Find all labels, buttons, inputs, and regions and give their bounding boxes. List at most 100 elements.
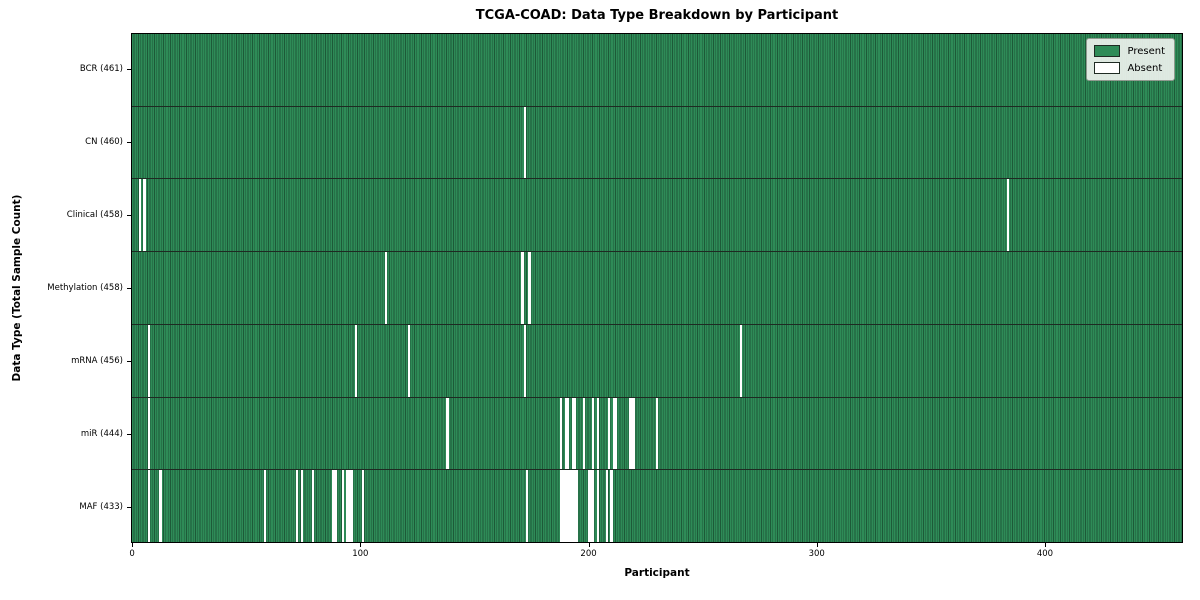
- absent-stripe: [521, 252, 524, 324]
- absent-stripe: [576, 470, 579, 543]
- absent-stripe: [138, 179, 142, 252]
- absent-stripe: [573, 397, 577, 470]
- absent-stripe: [587, 470, 590, 543]
- absent-stripe: [355, 324, 358, 397]
- absent-stripe: [526, 470, 529, 543]
- absent-stripe: [569, 470, 572, 543]
- plot-area: [131, 33, 1183, 543]
- x-tick-label-200: 200: [580, 549, 597, 559]
- absent-stripe: [633, 397, 636, 470]
- y-axis-tick: [127, 69, 131, 71]
- absent-stripe: [446, 397, 449, 470]
- absent-stripe: [147, 397, 151, 470]
- y-axis-label: Data Type (Total Sample Count): [11, 194, 23, 382]
- absent-stripe: [362, 470, 365, 543]
- legend: Present Absent: [1086, 38, 1175, 81]
- absent-stripe: [1006, 179, 1009, 252]
- y-axis-tick: [127, 360, 131, 362]
- absent-stripe: [560, 470, 563, 543]
- absent-stripe: [528, 252, 531, 324]
- absent-stripe: [630, 397, 634, 470]
- data-row-methylation: [132, 252, 1182, 325]
- x-axis-label: Participant: [624, 567, 690, 579]
- x-axis-tick: [1044, 543, 1046, 547]
- data-row-mir: [132, 397, 1182, 471]
- legend-label-present: Present: [1127, 45, 1165, 57]
- absent-stripe: [571, 470, 574, 543]
- absent-stripe: [147, 324, 151, 397]
- x-axis-tick: [588, 543, 590, 547]
- absent-stripe: [608, 397, 611, 470]
- data-row-mrna: [132, 324, 1182, 398]
- y-tick-label-methylation: Methylation (458): [47, 283, 123, 293]
- absent-stripe: [564, 397, 568, 470]
- absent-stripe: [560, 397, 563, 470]
- absent-stripe: [740, 324, 743, 397]
- absent-stripe: [334, 470, 337, 543]
- y-axis-tick: [127, 142, 131, 144]
- absent-stripe: [567, 470, 570, 543]
- x-tick-label-300: 300: [808, 549, 825, 559]
- x-axis-tick: [816, 543, 818, 547]
- x-tick-label-0: 0: [129, 549, 135, 559]
- absent-stripe: [295, 470, 299, 543]
- absent-stripe: [596, 470, 599, 543]
- absent-stripe: [523, 106, 527, 179]
- absent-stripe: [628, 397, 631, 470]
- absent-stripe: [264, 470, 267, 543]
- absent-stripe: [605, 470, 609, 543]
- y-tick-label-bcr: BCR (461): [79, 64, 123, 75]
- absent-stripe: [523, 324, 527, 397]
- x-tick-label-400: 400: [1036, 549, 1054, 559]
- absent-stripe: [610, 470, 613, 543]
- y-tick-label-cn: CN (460): [85, 137, 123, 148]
- absent-stripe: [589, 470, 593, 543]
- absent-stripe: [571, 397, 574, 470]
- absent-stripe: [346, 470, 349, 543]
- absent-stripe: [350, 470, 353, 543]
- data-row-maf: [132, 470, 1182, 543]
- y-axis-tick: [127, 288, 131, 289]
- y-axis-tick: [127, 506, 131, 508]
- legend-item-absent: Absent: [1094, 62, 1165, 74]
- absent-stripe: [612, 397, 615, 470]
- absent-stripe: [596, 397, 599, 470]
- x-tick-label-100: 100: [352, 549, 369, 559]
- absent-stripe: [143, 179, 146, 252]
- legend-item-present: Present: [1094, 45, 1165, 57]
- y-axis-tick: [127, 433, 131, 435]
- absent-stripe: [655, 397, 659, 470]
- y-tick-label-clinical: Clinical (458): [66, 210, 123, 221]
- absent-stripe: [407, 324, 410, 397]
- y-tick-label-maf: MAF (433): [79, 501, 123, 512]
- y-tick-label-mrna: mRNA (456): [71, 355, 123, 366]
- data-row-bcr: [132, 34, 1182, 107]
- legend-label-absent: Absent: [1127, 62, 1163, 74]
- absent-stripe: [147, 470, 151, 543]
- absent-stripe: [564, 470, 568, 543]
- x-axis-tick: [360, 543, 362, 547]
- y-axis-tick: [127, 215, 131, 217]
- absent-stripe: [348, 470, 351, 543]
- absent-stripe: [562, 470, 565, 543]
- absent-stripe: [592, 397, 595, 470]
- absent-stripe: [300, 470, 303, 543]
- absent-stripe: [614, 397, 618, 470]
- y-tick-label-mir: miR (444): [80, 428, 123, 439]
- absent-stripe: [582, 397, 586, 470]
- absent-stripe: [567, 397, 570, 470]
- chart-title: TCGA-COAD: Data Type Breakdown by Partic…: [475, 8, 839, 23]
- absent-stripe: [573, 470, 577, 543]
- absent-stripe: [341, 470, 344, 543]
- absent-stripe: [311, 470, 315, 543]
- absent-stripe: [332, 470, 335, 543]
- absent-stripe: [159, 470, 162, 543]
- absent-stripe: [592, 470, 595, 543]
- absent-swatch-icon: [1094, 62, 1121, 74]
- present-swatch-icon: [1094, 45, 1121, 57]
- data-row-clinical: [132, 179, 1182, 253]
- absent-stripe: [384, 252, 388, 324]
- x-axis-tick: [132, 543, 134, 547]
- data-row-cn: [132, 106, 1182, 180]
